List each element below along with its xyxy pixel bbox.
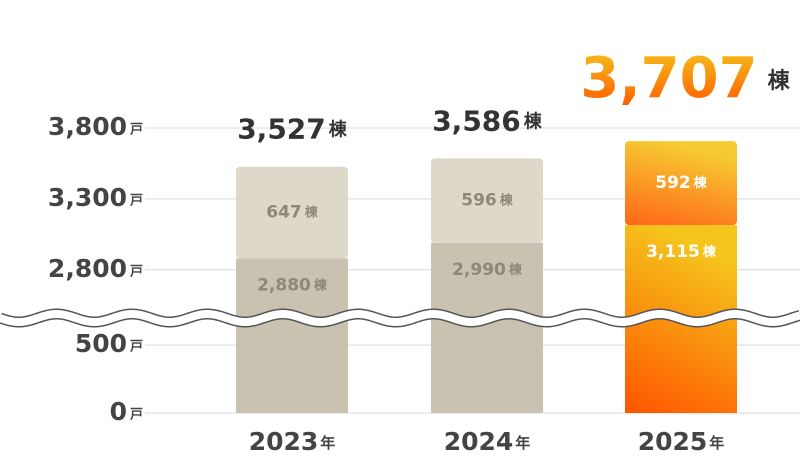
- unit-text: 棟: [694, 175, 708, 191]
- value-text: 596: [461, 191, 497, 211]
- category-unit: 年: [515, 434, 530, 452]
- value-text: 3,115: [646, 242, 700, 262]
- bar-segment: [625, 141, 737, 226]
- y-tick-label: 2,800: [48, 254, 127, 283]
- y-tick-label: 3,800: [48, 112, 127, 141]
- bar-segment: [431, 158, 543, 243]
- category-unit: 年: [320, 434, 335, 452]
- unit-text: 棟: [703, 244, 717, 260]
- total-label: 3,527 棟: [237, 113, 348, 146]
- category-unit: 年: [709, 434, 724, 452]
- value-text: 3,586: [432, 104, 521, 137]
- value-text: 3,527: [237, 113, 326, 146]
- x-tick-label: 2024 年: [444, 427, 531, 456]
- y-unit: 戸: [130, 264, 143, 279]
- y-unit: 戸: [130, 340, 143, 355]
- unit-text: 棟: [305, 204, 319, 220]
- unit-text: 棟: [509, 261, 523, 277]
- unit-text: 棟: [500, 192, 514, 208]
- y-tick-label: 3,300: [48, 183, 127, 212]
- x-tick-label: 2025 年: [638, 427, 725, 456]
- category-text: 2023: [249, 427, 319, 456]
- category-text: 2025: [638, 427, 708, 456]
- value-text: 592: [655, 173, 691, 193]
- x-tick-label: 2023 年: [249, 427, 336, 456]
- total-label: 3,707 棟: [580, 46, 790, 111]
- data-label: 2,990 棟: [452, 260, 523, 280]
- data-label: 596 棟: [461, 191, 514, 211]
- y-unit: 戸: [130, 193, 143, 208]
- total-label: 3,586 棟: [432, 104, 543, 137]
- data-label: 592 棟: [655, 173, 708, 193]
- value-text: 3,707: [580, 46, 757, 111]
- bar-segment: [236, 258, 348, 413]
- value-text: 647: [266, 203, 302, 223]
- data-label: 647 棟: [266, 203, 319, 223]
- unit-text: 棟: [329, 119, 348, 141]
- unit-text: 棟: [524, 110, 543, 132]
- value-text: 2,880: [257, 275, 311, 295]
- y-tick-label: 500: [75, 329, 127, 358]
- axis-break: [0, 309, 800, 327]
- bar-segment: [236, 166, 348, 259]
- category-text: 2024: [444, 427, 514, 456]
- y-unit: 戸: [130, 123, 143, 138]
- value-text: 2,990: [452, 260, 506, 280]
- unit-text: 棟: [314, 277, 328, 293]
- y-unit: 戸: [130, 408, 143, 423]
- unit-text: 棟: [768, 68, 791, 94]
- y-tick-label: 0: [110, 397, 127, 426]
- bar-segment: [431, 242, 543, 413]
- data-label: 2,880 棟: [257, 275, 328, 295]
- data-label: 3,115 棟: [646, 242, 717, 262]
